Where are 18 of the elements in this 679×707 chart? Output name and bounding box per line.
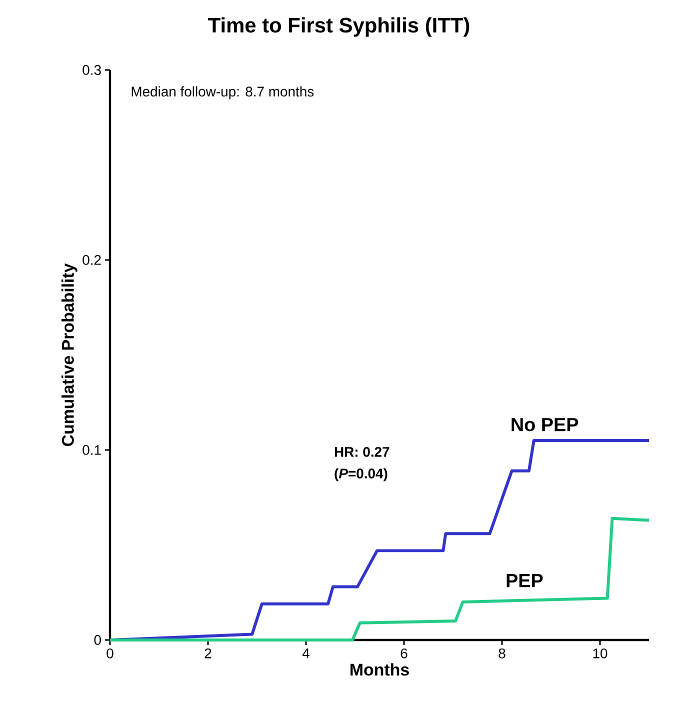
x-tick-label: 0 <box>106 648 114 658</box>
x-tick-label: 2 <box>204 648 212 658</box>
annotation: (P=0.04) <box>334 468 388 482</box>
x-axis-title: Months <box>350 663 409 676</box>
chart-title: Time to First Syphilis (ITT) <box>208 17 470 37</box>
x-tick-label: 6 <box>400 648 408 658</box>
series-label: PEP <box>506 574 543 588</box>
x-tick-label: 4 <box>302 648 310 658</box>
annotation: HR: 0.27 <box>334 446 390 457</box>
y-tick-label: 0 <box>94 635 101 645</box>
x-tick-label: 10 <box>593 648 608 658</box>
y-axis-title: Cumulative Probability <box>61 263 78 446</box>
series-label: No PEP <box>512 418 578 432</box>
y-tick-label: 0.1 <box>82 445 101 455</box>
annotation: Median follow-up: 8.7 months <box>132 86 314 100</box>
y-tick-label: 0.2 <box>82 255 101 265</box>
x-tick-label: 8 <box>498 648 506 658</box>
y-tick-label: 0.3 <box>82 65 101 75</box>
